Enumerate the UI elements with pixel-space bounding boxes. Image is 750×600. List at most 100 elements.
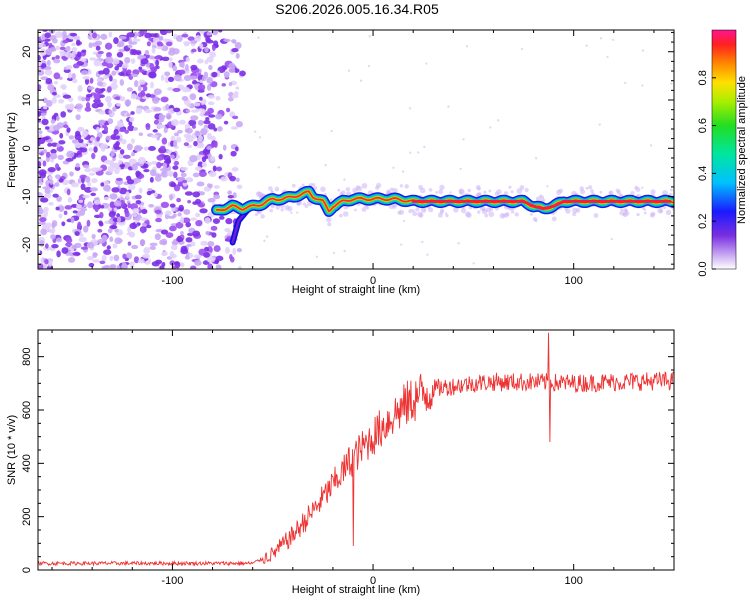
noise-blob bbox=[161, 56, 170, 62]
noise-blob bbox=[79, 209, 86, 216]
noise-blob bbox=[91, 42, 100, 47]
noise-blob bbox=[180, 172, 187, 178]
noise-blob bbox=[195, 166, 202, 172]
bottom-x-axis-label: Height of straight line (km) bbox=[292, 584, 420, 596]
top-y-tick-label: -10 bbox=[21, 189, 33, 205]
noise-blob bbox=[86, 241, 95, 249]
noise-blob bbox=[154, 233, 161, 241]
ridge-halo-dot bbox=[439, 184, 445, 191]
ridge-halo-dot bbox=[398, 209, 405, 215]
ridge-halo-dot bbox=[615, 188, 620, 193]
noise-blob bbox=[71, 182, 79, 188]
noise-blob bbox=[94, 87, 100, 94]
noise-blob bbox=[143, 247, 151, 254]
noise-blob bbox=[185, 221, 192, 228]
noise-blob bbox=[93, 140, 101, 147]
noise-blob bbox=[192, 172, 200, 178]
ridge-halo-dot bbox=[320, 186, 326, 193]
noise-blob bbox=[172, 238, 178, 246]
noise-blob bbox=[124, 257, 129, 262]
noise-blob bbox=[131, 211, 138, 218]
ridge-halo-dot bbox=[392, 187, 398, 194]
noise-blob bbox=[223, 71, 230, 78]
ridge-halo-dot bbox=[356, 185, 363, 192]
noise-blob bbox=[185, 109, 191, 113]
noise-blob bbox=[145, 123, 151, 131]
noise-blob bbox=[49, 152, 58, 160]
noise-blob bbox=[167, 87, 173, 91]
noise-blob bbox=[98, 110, 106, 115]
noise-blob bbox=[75, 39, 81, 46]
noise-blob bbox=[39, 171, 46, 179]
noise-blob bbox=[99, 211, 104, 219]
noise-blob bbox=[109, 255, 114, 262]
noise-blob bbox=[232, 247, 237, 255]
sparse-dot bbox=[612, 38, 615, 42]
noise-blob bbox=[122, 253, 127, 260]
sparse-dot bbox=[330, 129, 333, 133]
noise-blob bbox=[168, 61, 173, 69]
sparse-dot bbox=[315, 255, 319, 259]
noise-blob bbox=[121, 63, 129, 69]
noise-blob bbox=[107, 165, 115, 173]
noise-blob bbox=[100, 33, 108, 40]
noise-blob bbox=[122, 154, 131, 159]
noise-blob bbox=[142, 85, 148, 92]
noise-blob bbox=[38, 84, 42, 91]
noise-blob bbox=[185, 237, 193, 243]
ridge-halo-dot bbox=[643, 211, 647, 215]
sparse-dot bbox=[641, 49, 645, 52]
noise-blob bbox=[78, 236, 87, 243]
sparse-dot bbox=[263, 239, 266, 243]
noise-blob bbox=[89, 137, 95, 142]
ridge-halo-dot bbox=[404, 184, 409, 189]
noise-blob bbox=[207, 123, 216, 130]
noise-blob bbox=[190, 39, 198, 44]
ridge-halo-dot bbox=[599, 190, 603, 194]
noise-blob bbox=[65, 45, 71, 52]
ridge-halo-dot bbox=[420, 207, 427, 213]
noise-blob bbox=[161, 252, 168, 256]
ridge-halo-dot bbox=[304, 204, 309, 209]
ridge-halo-dot bbox=[650, 189, 656, 195]
top-x-tick-label: 100 bbox=[565, 275, 583, 287]
noise-blob bbox=[88, 147, 93, 152]
top-x-tick-label: 0 bbox=[370, 275, 376, 287]
sparse-dot bbox=[459, 167, 462, 171]
noise-blob bbox=[204, 59, 209, 65]
noise-blob bbox=[128, 116, 135, 123]
noise-blob bbox=[169, 260, 176, 266]
noise-blob bbox=[199, 43, 204, 49]
noise-blob bbox=[107, 101, 112, 108]
noise-blob bbox=[65, 157, 74, 162]
noise-blob bbox=[173, 74, 182, 82]
noise-blob bbox=[160, 167, 168, 172]
noise-blob bbox=[207, 132, 212, 140]
noise-blob bbox=[45, 243, 49, 249]
noise-blob bbox=[113, 37, 119, 45]
noise-blob bbox=[53, 124, 61, 131]
noise-blob bbox=[140, 90, 146, 97]
noise-blob bbox=[154, 209, 162, 214]
noise-blob bbox=[84, 106, 92, 112]
noise-blob bbox=[55, 115, 60, 122]
noise-blob bbox=[200, 108, 206, 115]
noise-blob bbox=[126, 87, 133, 92]
ridge-halo-dot bbox=[503, 191, 509, 196]
noise-blob bbox=[48, 228, 54, 234]
ridge-core bbox=[411, 199, 672, 211]
ridge-halo-dot bbox=[624, 208, 628, 213]
noise-blob bbox=[182, 179, 188, 184]
noise-blob bbox=[65, 65, 73, 70]
noise-blob bbox=[111, 187, 120, 193]
sparse-dot bbox=[421, 240, 424, 244]
noise-blob bbox=[204, 217, 211, 224]
noise-blob bbox=[164, 71, 171, 77]
ridge-halo-dot bbox=[337, 188, 341, 192]
noise-blob bbox=[192, 230, 201, 237]
noise-blob bbox=[212, 218, 221, 224]
noise-blob bbox=[191, 48, 197, 53]
bottom-y-tick-label: 200 bbox=[21, 507, 33, 525]
noise-blob bbox=[184, 255, 191, 260]
noise-blob bbox=[53, 72, 61, 80]
